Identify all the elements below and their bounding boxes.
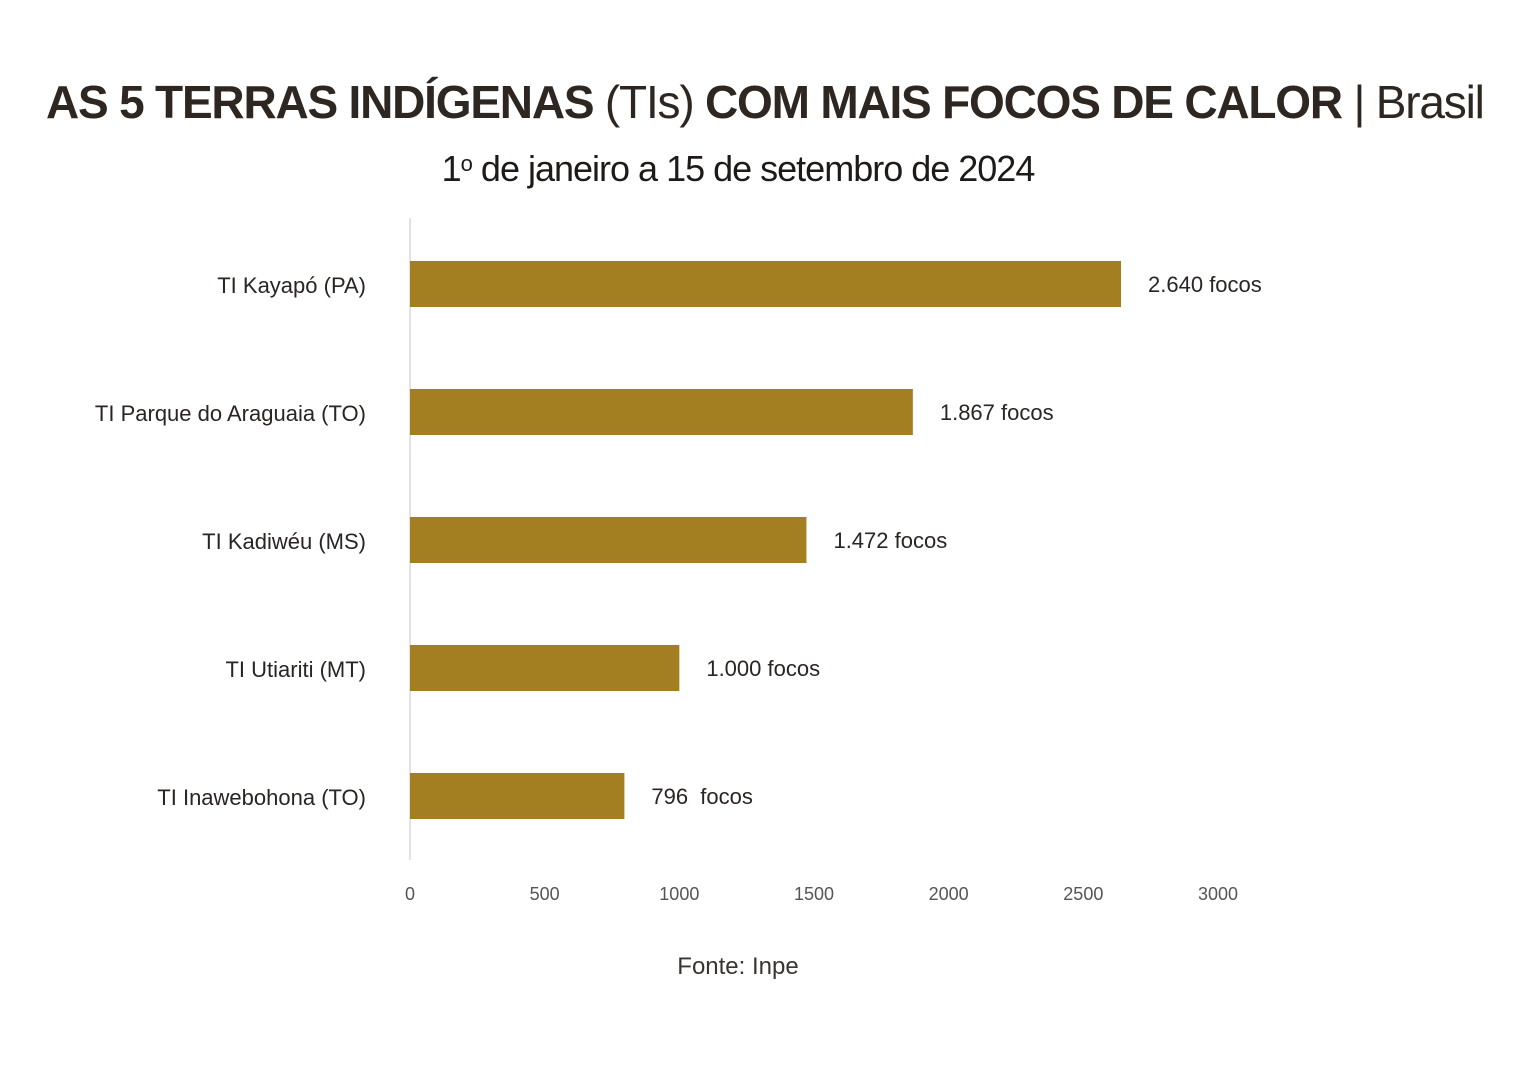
title-part-main: AS 5 TERRAS INDÍGENAS xyxy=(46,76,595,128)
data-label: 1.000 focos xyxy=(706,656,820,681)
chart-subtitle: 1o de janeiro a 15 de setembro de 2024 xyxy=(0,140,1476,193)
chart-title: AS 5 TERRAS INDÍGENAS (TIs) COM MAIS FOC… xyxy=(46,70,1506,134)
category-label: TI Utiariti (MT) xyxy=(225,657,366,682)
data-label: 1.867 focos xyxy=(940,400,1054,425)
data-label: 2.640 focos xyxy=(1148,272,1262,297)
x-tick-label: 1000 xyxy=(659,884,699,904)
x-tick-label: 500 xyxy=(530,884,560,904)
category-label: TI Inawebohona (TO) xyxy=(157,785,366,810)
category-label: TI Kayapó (PA) xyxy=(217,273,366,298)
data-label: 796 focos xyxy=(651,784,753,809)
title-part-region: | Brasil xyxy=(1341,76,1484,128)
bar xyxy=(410,645,680,691)
x-tick-label: 0 xyxy=(405,884,415,904)
x-tick-label: 2500 xyxy=(1063,884,1103,904)
category-label: TI Parque do Araguaia (TO) xyxy=(95,401,366,426)
category-label: TI Kadiwéu (MS) xyxy=(202,529,366,554)
x-tick-label: 2000 xyxy=(929,884,969,904)
bar xyxy=(410,773,625,819)
source-note: Fonte: Inpe xyxy=(677,953,799,980)
subtitle-ordinal: o xyxy=(460,151,473,176)
x-tick-label: 1500 xyxy=(794,884,834,904)
x-tick-label: 3000 xyxy=(1198,884,1238,904)
data-label: 1.472 focos xyxy=(833,528,947,553)
title-part-focus: COM MAIS FOCOS DE CALOR xyxy=(705,76,1343,128)
title-part-abbr: (TIs) xyxy=(593,76,706,128)
subtitle-day: 1 xyxy=(441,148,462,189)
bar xyxy=(410,261,1122,307)
bar xyxy=(410,517,807,563)
bar xyxy=(410,389,913,435)
subtitle-period: de janeiro a 15 de setembro de 2024 xyxy=(471,148,1035,189)
